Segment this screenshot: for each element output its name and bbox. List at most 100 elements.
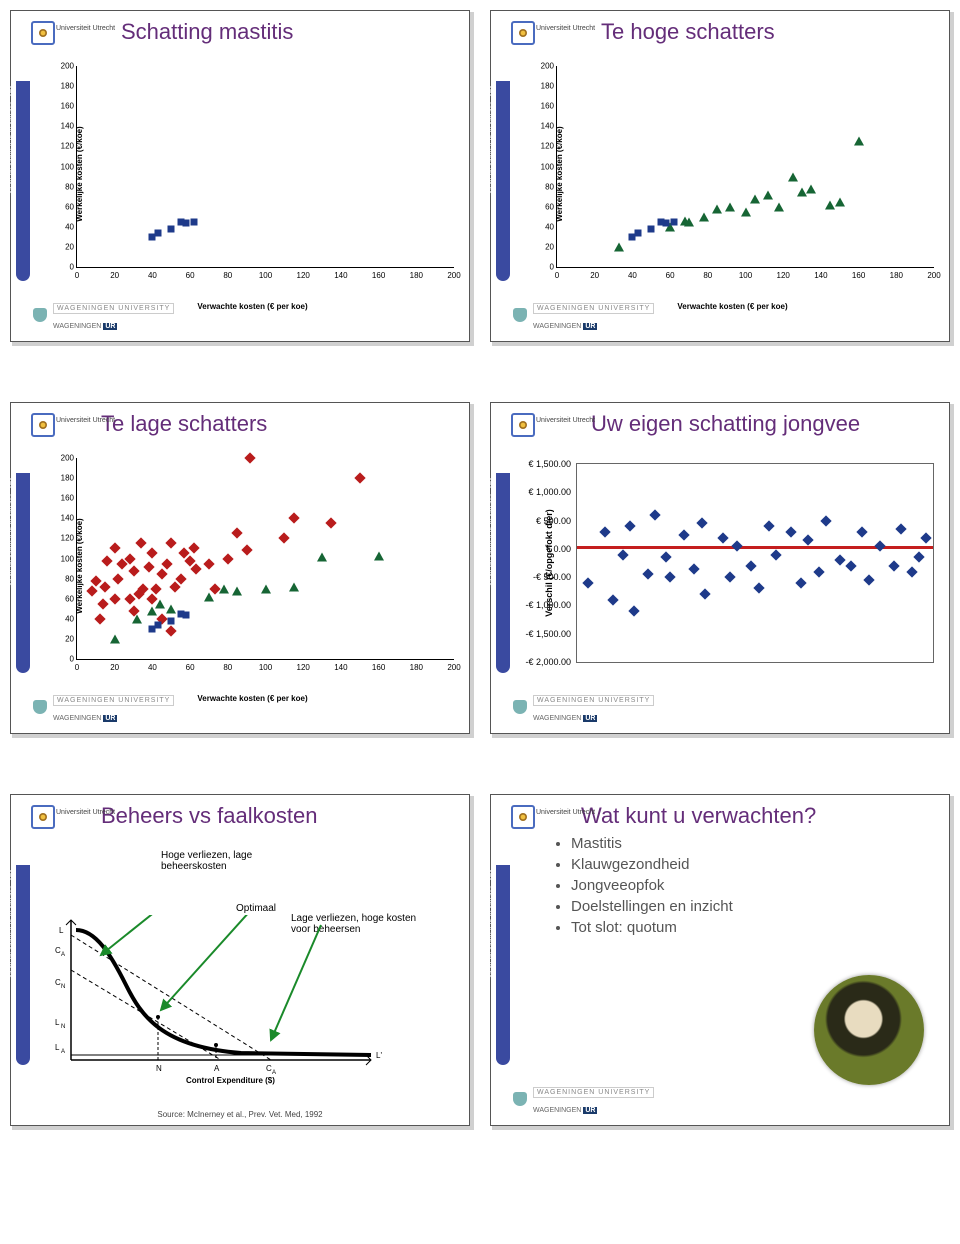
data-point <box>109 593 120 604</box>
svg-text:A: A <box>214 1064 220 1073</box>
data-point <box>109 543 120 554</box>
data-point <box>86 585 97 596</box>
slide-title: Te hoge schatters <box>601 19 949 45</box>
data-point <box>204 592 214 601</box>
slide-te-hoge-schatters: Universiteit Utrecht UUFaculty of Veteri… <box>490 10 950 342</box>
data-point <box>143 561 154 572</box>
data-point <box>696 518 707 529</box>
data-point <box>128 565 139 576</box>
wur-sub: WAGENINGEN UR <box>53 323 117 330</box>
data-point <box>664 571 675 582</box>
data-point <box>670 218 677 225</box>
data-point <box>98 598 109 609</box>
chart-4: Verschil (€/opgefokt dier) € 1,500.00€ 1… <box>576 463 934 663</box>
wur-icon <box>513 308 527 322</box>
uu-logo-icon <box>511 805 535 829</box>
data-point <box>643 569 654 580</box>
plot-area: 0204060801001201401601802000204060801001… <box>76 66 454 268</box>
data-point <box>232 528 243 539</box>
data-point <box>863 574 874 585</box>
data-point <box>132 614 142 623</box>
slide-title: Schatting mastitis <box>121 19 469 45</box>
chart-1: Werkelijke kosten (€/koe) Verwachte kost… <box>46 61 459 286</box>
x-axis-label: Verwachte kosten (€ per koe) <box>197 302 307 311</box>
data-point <box>113 573 124 584</box>
wur-brand: WAGENINGEN UNIVERSITY <box>533 695 654 706</box>
svg-text:L': L' <box>376 1051 382 1060</box>
data-point <box>168 617 175 624</box>
faculty-bar <box>16 473 30 673</box>
data-point <box>245 452 256 463</box>
data-point <box>155 599 165 608</box>
svg-text:L: L <box>55 1018 60 1027</box>
faculty-bar <box>496 473 510 673</box>
plot-area: 0204060801001201401601802000204060801001… <box>556 66 934 268</box>
faculty-bar-text: UUFaculty of Veterinary Medicine <box>7 478 14 668</box>
faculty-bar <box>16 865 30 1065</box>
data-point <box>821 515 832 526</box>
bullet-item: Doelstellingen en inzicht <box>571 898 949 915</box>
data-point <box>147 548 158 559</box>
data-point <box>648 225 655 232</box>
faculty-bar <box>16 81 30 281</box>
university-label: Universiteit Utrecht <box>56 417 115 424</box>
university-label: Universiteit Utrecht <box>536 809 595 816</box>
svg-text:N: N <box>156 1064 162 1073</box>
data-point <box>354 472 365 483</box>
annot-high-loss: Hoge verliezen, lage beheerskosten <box>161 850 291 872</box>
data-point <box>803 535 814 546</box>
faculty-bar-text: UUFaculty of Veterinary Medicine <box>487 478 494 668</box>
data-point <box>717 532 728 543</box>
wur-icon <box>513 1092 527 1106</box>
annot-optimal: Optimaal <box>236 903 276 914</box>
data-point <box>374 551 384 560</box>
faculty-bar <box>496 81 510 281</box>
data-point <box>663 219 670 226</box>
slide-schatting-mastitis: Universiteit Utrecht UUFaculty of Veteri… <box>10 10 470 342</box>
data-point <box>110 634 120 643</box>
bullet-item: Jongveeopfok <box>571 877 949 894</box>
data-point <box>101 555 112 566</box>
slide-wat-kunt-u-verwachten: Universiteit Utrecht UUFaculty of Veteri… <box>490 794 950 1126</box>
data-point <box>684 217 694 226</box>
data-point <box>94 613 105 624</box>
data-point <box>724 571 735 582</box>
data-point <box>222 553 233 564</box>
bullet-list: MastitisKlauwgezondheidJongveeopfokDoels… <box>531 835 949 936</box>
data-point <box>750 194 760 203</box>
data-point <box>746 560 757 571</box>
data-point <box>156 568 167 579</box>
bullet-item: Mastitis <box>571 835 949 852</box>
footer-logos: WAGENINGEN UNIVERSITY WAGENINGEN UR <box>33 689 174 725</box>
university-label: Universiteit Utrecht <box>56 25 115 32</box>
svg-text:A: A <box>61 1049 65 1055</box>
data-point <box>732 540 743 551</box>
data-point <box>618 549 629 560</box>
footer-logos: WAGENINGEN UNIVERSITY WAGENINGEN UR <box>513 1081 654 1117</box>
data-point <box>614 242 624 251</box>
faculty-bar <box>496 865 510 1065</box>
uu-logo-icon <box>511 21 535 45</box>
data-point <box>166 604 176 613</box>
slide-title: Uw eigen schatting jongvee <box>591 411 949 437</box>
data-point <box>650 509 661 520</box>
data-point <box>813 566 824 577</box>
data-point <box>100 581 111 592</box>
data-point <box>856 526 867 537</box>
data-point <box>678 529 689 540</box>
svg-text:A: A <box>61 952 65 958</box>
data-point <box>845 560 856 571</box>
plot-area: 0204060801001201401601802000204060801001… <box>76 458 454 660</box>
wur-icon <box>33 308 47 322</box>
data-point <box>279 533 290 544</box>
wur-sub: WAGENINGEN UR <box>533 1107 597 1114</box>
faculty-bar-text: UUFaculty of Veterinary Medicine <box>487 870 494 1060</box>
data-point <box>600 526 611 537</box>
data-point <box>183 219 190 226</box>
university-label: Universiteit Utrecht <box>56 809 115 816</box>
data-point <box>796 577 807 588</box>
data-point <box>771 549 782 560</box>
svg-text:L: L <box>59 926 64 935</box>
wur-brand: WAGENINGEN UNIVERSITY <box>53 303 174 314</box>
data-point <box>162 558 173 569</box>
